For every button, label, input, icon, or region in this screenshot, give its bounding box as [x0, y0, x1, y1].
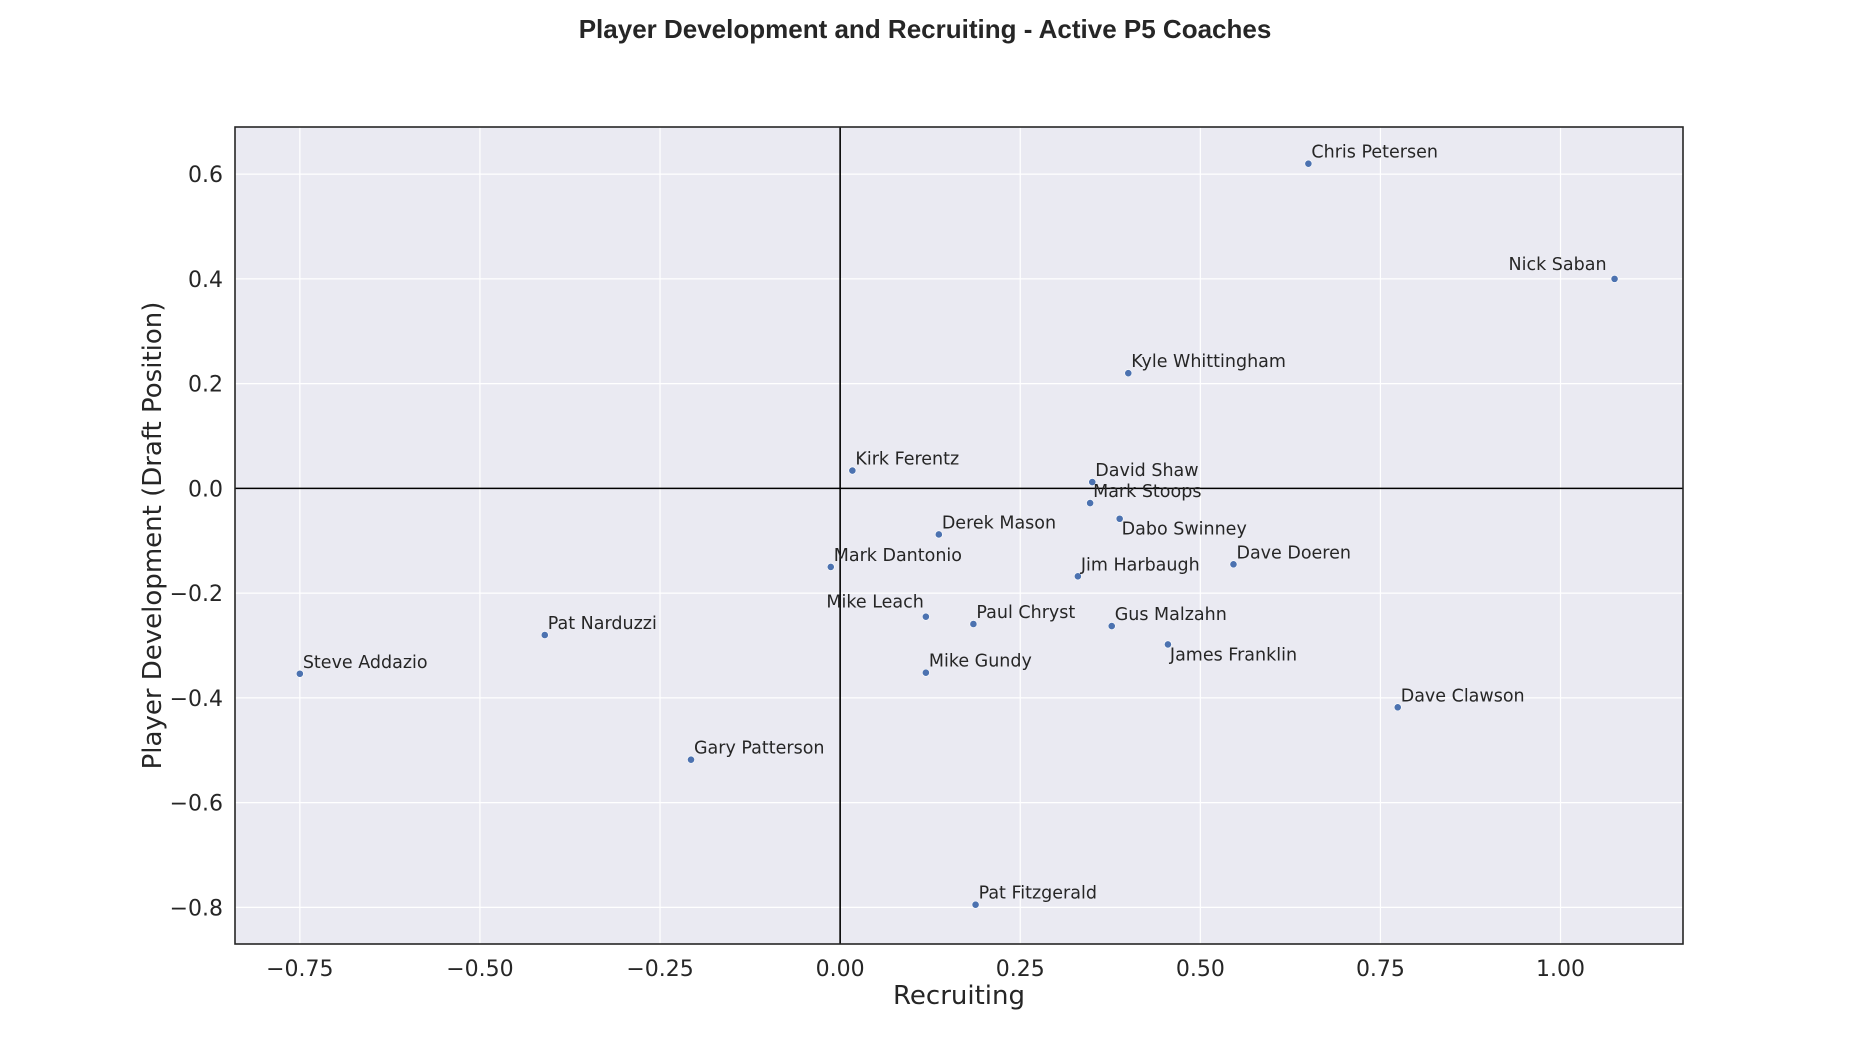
scatter-point: [1229, 560, 1238, 569]
scatter-point: [971, 900, 980, 909]
scatter-point: [1073, 572, 1082, 581]
point-label: Jim Harbaugh: [1080, 555, 1200, 575]
y-tick-label: 0.6: [188, 163, 223, 188]
scatter-point: [1610, 274, 1619, 283]
y-tick-label: −0.6: [170, 792, 223, 817]
scatter-point: [1164, 640, 1172, 649]
data-points: [295, 159, 1619, 909]
reference-lines: [235, 127, 1683, 944]
x-axis-label: Recruiting: [893, 981, 1025, 1011]
scatter-point: [1088, 478, 1097, 486]
point-label: Dave Clawson: [1401, 686, 1525, 706]
y-tick-label: 0.2: [188, 373, 223, 398]
point-label: Paul Chryst: [976, 603, 1075, 623]
scatter-point: [1393, 703, 1402, 712]
scatter-point: [1107, 622, 1116, 631]
scatter-point: [687, 755, 695, 764]
y-tick-label: −0.4: [170, 687, 223, 712]
point-label: Chris Petersen: [1311, 143, 1438, 163]
point-label: Mike Leach: [826, 593, 923, 613]
scatter-point: [848, 466, 857, 475]
point-label: Steve Addazio: [303, 653, 428, 673]
y-tick-label: 0.0: [188, 477, 223, 502]
scatter-point: [921, 668, 930, 677]
scatter-point: [1124, 369, 1133, 378]
plot-frame: [234, 126, 1684, 945]
point-label: Mike Gundy: [929, 652, 1032, 672]
chart-title: Player Development and Recruiting - Acti…: [578, 14, 1272, 44]
scatter-point: [1086, 499, 1095, 507]
point-label: James Franklin: [1169, 645, 1297, 665]
point-label: Kirk Ferentz: [855, 450, 959, 470]
grid-lines: [235, 127, 1683, 944]
scatter-point: [540, 631, 549, 639]
y-tick-label: 0.4: [188, 268, 223, 293]
point-label: Nick Saban: [1509, 255, 1607, 275]
x-tick-label: 0.00: [816, 957, 865, 982]
point-label: Pat Narduzzi: [548, 614, 657, 634]
scatter-point: [921, 612, 930, 621]
point-label: Mark Dantonio: [834, 546, 962, 566]
point-label: Dave Doeren: [1236, 543, 1351, 563]
x-tick-label: −0.50: [446, 957, 513, 982]
scatter-point: [969, 620, 978, 628]
x-tick-label: −0.25: [626, 957, 693, 982]
scatter-point: [295, 669, 304, 678]
y-axis-label: Player Development (Draft Position): [138, 302, 168, 770]
y-tick-labels: 0.6 0.4 0.2 0.0 −0.2 −0.4 −0.6 −0.8: [170, 163, 223, 921]
point-labels: Chris Petersen Nick Saban Kyle Whittingham…: [303, 143, 1607, 904]
point-label: Dabo Swinney: [1122, 520, 1247, 540]
point-label: Mark Stoops: [1093, 482, 1201, 502]
point-label: Derek Mason: [942, 513, 1056, 533]
plot-area: [235, 127, 1683, 944]
point-label: David Shaw: [1095, 461, 1198, 481]
x-tick-label: 0.25: [996, 957, 1045, 982]
x-tick-label: −0.75: [266, 957, 333, 982]
x-tick-label: 0.50: [1176, 957, 1225, 982]
x-tick-label: 0.75: [1356, 957, 1405, 982]
point-label: Kyle Whittingham: [1131, 352, 1286, 372]
scatter-point: [934, 530, 943, 539]
point-label: Gary Patterson: [694, 739, 825, 759]
scatter-point: [1115, 514, 1124, 523]
scatter-point: [1304, 159, 1313, 168]
y-tick-label: −0.2: [170, 582, 223, 607]
scatter-point: [826, 563, 835, 571]
point-label: Gus Malzahn: [1115, 605, 1227, 625]
x-tick-label: 1.00: [1536, 957, 1585, 982]
y-tick-label: −0.8: [170, 896, 223, 921]
point-label: Pat Fitzgerald: [979, 884, 1097, 904]
x-tick-labels: −0.75 −0.50 −0.25 0.00 0.25 0.50 0.75 1.00: [266, 957, 1585, 982]
